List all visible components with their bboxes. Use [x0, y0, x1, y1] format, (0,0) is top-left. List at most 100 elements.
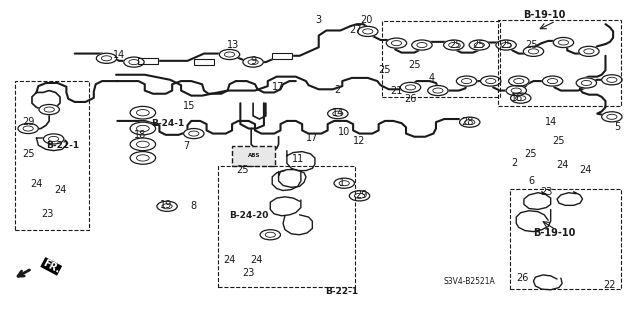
Circle shape	[481, 76, 501, 86]
Circle shape	[460, 117, 480, 127]
Circle shape	[44, 134, 64, 144]
Circle shape	[496, 40, 516, 50]
Bar	[194, 59, 214, 65]
Circle shape	[97, 53, 116, 63]
Bar	[271, 53, 292, 59]
Text: FR.: FR.	[41, 258, 61, 275]
Circle shape	[130, 122, 156, 135]
Text: 27: 27	[349, 26, 362, 35]
Text: 25: 25	[472, 40, 484, 50]
Circle shape	[328, 108, 348, 119]
Text: 15: 15	[183, 101, 196, 111]
Text: 3: 3	[316, 15, 322, 26]
Text: 21: 21	[390, 85, 403, 96]
Text: 26: 26	[404, 94, 417, 104]
Text: 17: 17	[273, 82, 285, 93]
Text: B-19-10: B-19-10	[523, 10, 565, 20]
Text: 24: 24	[30, 179, 43, 189]
Text: 24: 24	[250, 255, 262, 265]
Text: 11: 11	[292, 154, 304, 164]
Text: 9: 9	[250, 56, 256, 66]
Circle shape	[602, 75, 622, 85]
Circle shape	[39, 105, 60, 115]
Text: 14: 14	[545, 117, 557, 127]
Text: 19: 19	[159, 200, 172, 210]
Text: 18: 18	[134, 130, 147, 140]
Text: 25: 25	[408, 60, 420, 70]
Text: 25: 25	[449, 40, 461, 50]
Text: B-24-20: B-24-20	[230, 211, 269, 220]
Text: 25: 25	[500, 40, 513, 50]
Circle shape	[579, 46, 599, 56]
Text: 7: 7	[183, 141, 189, 151]
Circle shape	[509, 76, 529, 86]
Text: 13: 13	[227, 40, 239, 50]
Circle shape	[412, 40, 432, 50]
Text: 25: 25	[379, 65, 391, 75]
Circle shape	[18, 123, 38, 134]
Circle shape	[260, 230, 280, 240]
Circle shape	[553, 37, 573, 48]
Circle shape	[511, 93, 531, 103]
Circle shape	[157, 201, 177, 211]
Text: 17: 17	[306, 133, 319, 143]
Text: 25: 25	[525, 40, 538, 50]
Circle shape	[334, 178, 355, 188]
Text: 29: 29	[22, 117, 35, 127]
Text: ABS: ABS	[248, 153, 260, 158]
Circle shape	[524, 46, 543, 56]
Circle shape	[469, 40, 490, 50]
Text: 28: 28	[461, 117, 474, 127]
Bar	[499, 20, 621, 106]
Circle shape	[130, 106, 156, 119]
Text: 29: 29	[355, 190, 367, 200]
Text: 4: 4	[428, 73, 435, 83]
Circle shape	[542, 76, 563, 86]
Circle shape	[220, 49, 240, 60]
Text: 25: 25	[553, 136, 565, 146]
Circle shape	[130, 152, 156, 164]
Text: 23: 23	[41, 209, 54, 219]
Bar	[510, 189, 621, 288]
Circle shape	[576, 78, 596, 88]
Text: 22: 22	[603, 280, 616, 290]
Text: 5: 5	[614, 122, 620, 132]
Text: 24: 24	[579, 165, 591, 174]
Bar	[232, 146, 275, 167]
Circle shape	[506, 85, 527, 96]
Circle shape	[400, 82, 420, 93]
Circle shape	[602, 112, 622, 122]
Circle shape	[349, 191, 370, 201]
Text: 14: 14	[332, 108, 344, 118]
Text: 1: 1	[339, 178, 346, 188]
Text: 24: 24	[223, 255, 236, 265]
Circle shape	[243, 57, 263, 67]
Circle shape	[130, 138, 156, 151]
Text: 16: 16	[511, 93, 524, 103]
Bar	[194, 59, 214, 65]
Circle shape	[428, 85, 448, 96]
Text: 23: 23	[540, 187, 552, 197]
Text: 24: 24	[54, 185, 67, 196]
Text: 23: 23	[243, 268, 255, 278]
Text: 2: 2	[334, 85, 340, 95]
Text: B-22-1: B-22-1	[46, 141, 79, 150]
Text: 10: 10	[338, 127, 350, 137]
Text: 25: 25	[524, 149, 536, 159]
Circle shape	[184, 129, 204, 139]
Bar	[138, 58, 158, 64]
Text: 20: 20	[360, 15, 372, 26]
Bar	[138, 58, 158, 64]
Circle shape	[456, 76, 477, 86]
Text: FR.: FR.	[41, 258, 61, 275]
Circle shape	[387, 38, 406, 48]
Text: 14: 14	[113, 49, 125, 60]
Text: 6: 6	[529, 176, 534, 186]
Circle shape	[444, 40, 464, 50]
Text: B-24-1: B-24-1	[151, 119, 184, 128]
Bar	[271, 53, 292, 59]
Text: B-22-1: B-22-1	[325, 287, 358, 296]
Text: 24: 24	[556, 160, 568, 170]
Text: 26: 26	[516, 273, 529, 283]
Text: 12: 12	[353, 136, 365, 146]
